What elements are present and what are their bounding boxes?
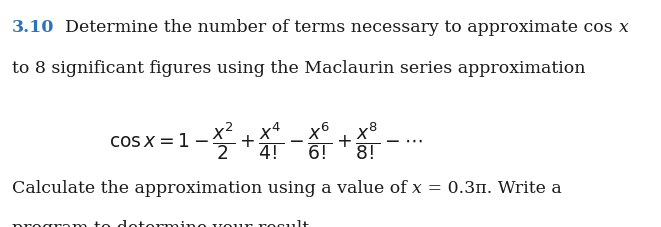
Text: x: x	[619, 19, 629, 36]
Text: x: x	[412, 179, 422, 196]
Text: Determine the number of terms necessary to approximate cos: Determine the number of terms necessary …	[54, 19, 619, 36]
Text: program to determine your result.: program to determine your result.	[12, 219, 315, 227]
Text: $\mathrm{cos}\,x = 1 - \dfrac{x^2}{2} + \dfrac{x^4}{4!} - \dfrac{x^6}{6!} + \dfr: $\mathrm{cos}\,x = 1 - \dfrac{x^2}{2} + …	[109, 120, 423, 161]
Text: = 0.3π. Write a: = 0.3π. Write a	[422, 179, 562, 196]
Text: 3.10: 3.10	[12, 19, 54, 36]
Text: to 8 significant figures using the Maclaurin series approximation: to 8 significant figures using the Macla…	[12, 60, 586, 77]
Text: Calculate the approximation using a value of: Calculate the approximation using a valu…	[12, 179, 412, 196]
